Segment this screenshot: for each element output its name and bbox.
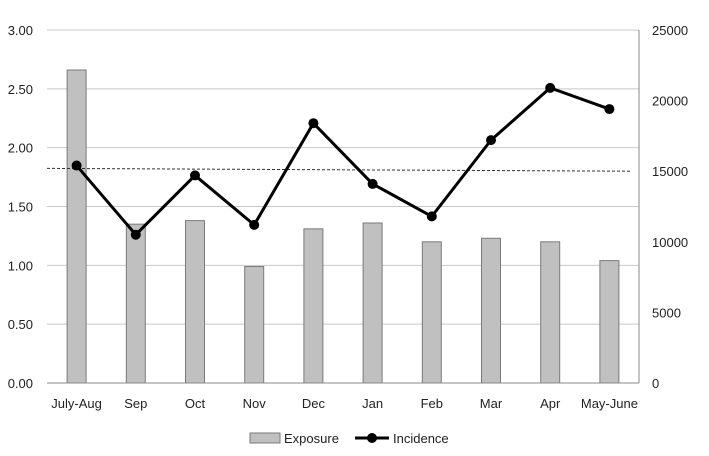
x-axis-ticks: July-Aug Sep Oct Nov Dec Jan Feb Mar Apr May-June (51, 396, 638, 411)
x-tick-label: Feb (421, 396, 443, 411)
left-tick-label: 1.50 (8, 200, 33, 215)
x-tick-label: Sep (124, 396, 147, 411)
incidence-point (486, 135, 496, 146)
legend-label-incidence: Incidence (393, 431, 449, 446)
right-tick-label: 15000 (652, 164, 688, 179)
right-tick-label: 0 (652, 376, 659, 391)
incidence-point (71, 160, 82, 171)
x-tick-label: Oct (185, 396, 206, 411)
incidence-point (545, 82, 556, 93)
x-tick-label: Nov (243, 396, 267, 411)
x-tick-label: May-June (581, 396, 638, 411)
axes (47, 30, 640, 384)
left-tick-label: 2.00 (8, 141, 33, 156)
incidence-point (190, 170, 200, 181)
x-tick-label: Mar (480, 396, 503, 411)
legend-swatch-exposure (249, 432, 281, 444)
exposure-bar (244, 266, 265, 384)
x-tick-label: Apr (540, 396, 561, 411)
reference-line (46, 167, 632, 172)
reference-line-group (46, 167, 632, 172)
left-tick-label: 0.50 (8, 317, 33, 332)
incidence-point (604, 104, 615, 115)
incidence-point (308, 118, 319, 129)
x-tick-label: Dec (302, 396, 326, 411)
exposure-bar (599, 260, 620, 384)
exposure-bar (362, 222, 383, 384)
exposure-bar (421, 241, 442, 384)
exposure-bar (540, 241, 561, 384)
right-tick-label: 20000 (652, 94, 688, 109)
incidence-line (75, 86, 610, 237)
right-axis-ticks: 0 5000 10000 15000 20000 25000 (652, 23, 688, 391)
left-tick-label: 0.00 (8, 376, 33, 391)
x-tick-label: Jan (362, 396, 383, 411)
left-axis-ticks: 0.00 0.50 1.00 1.50 2.00 2.50 3.00 (8, 23, 33, 391)
right-tick-label: 25000 (652, 23, 688, 38)
left-tick-label: 2.50 (8, 82, 33, 97)
exposure-bar (66, 69, 87, 384)
legend: Exposure Incidence (249, 431, 449, 446)
x-tick-label: July-Aug (51, 396, 102, 411)
exposure-bar (303, 228, 324, 384)
incidence-point (367, 178, 378, 189)
right-tick-label: 5000 (652, 305, 681, 320)
incidence-point (426, 211, 437, 222)
legend-swatch-incidence-marker (367, 433, 377, 443)
right-tick-label: 10000 (652, 235, 688, 250)
legend-label-exposure: Exposure (284, 431, 339, 446)
incidence-point (130, 229, 141, 240)
left-tick-label: 3.00 (8, 23, 33, 38)
exposure-bars (66, 69, 620, 384)
exposure-bar (185, 220, 205, 384)
incidence-line-group (71, 82, 615, 240)
exposure-bar (125, 223, 146, 384)
left-tick-label: 1.00 (8, 258, 33, 273)
incidence-point (249, 219, 260, 230)
exposure-bar (481, 237, 501, 384)
